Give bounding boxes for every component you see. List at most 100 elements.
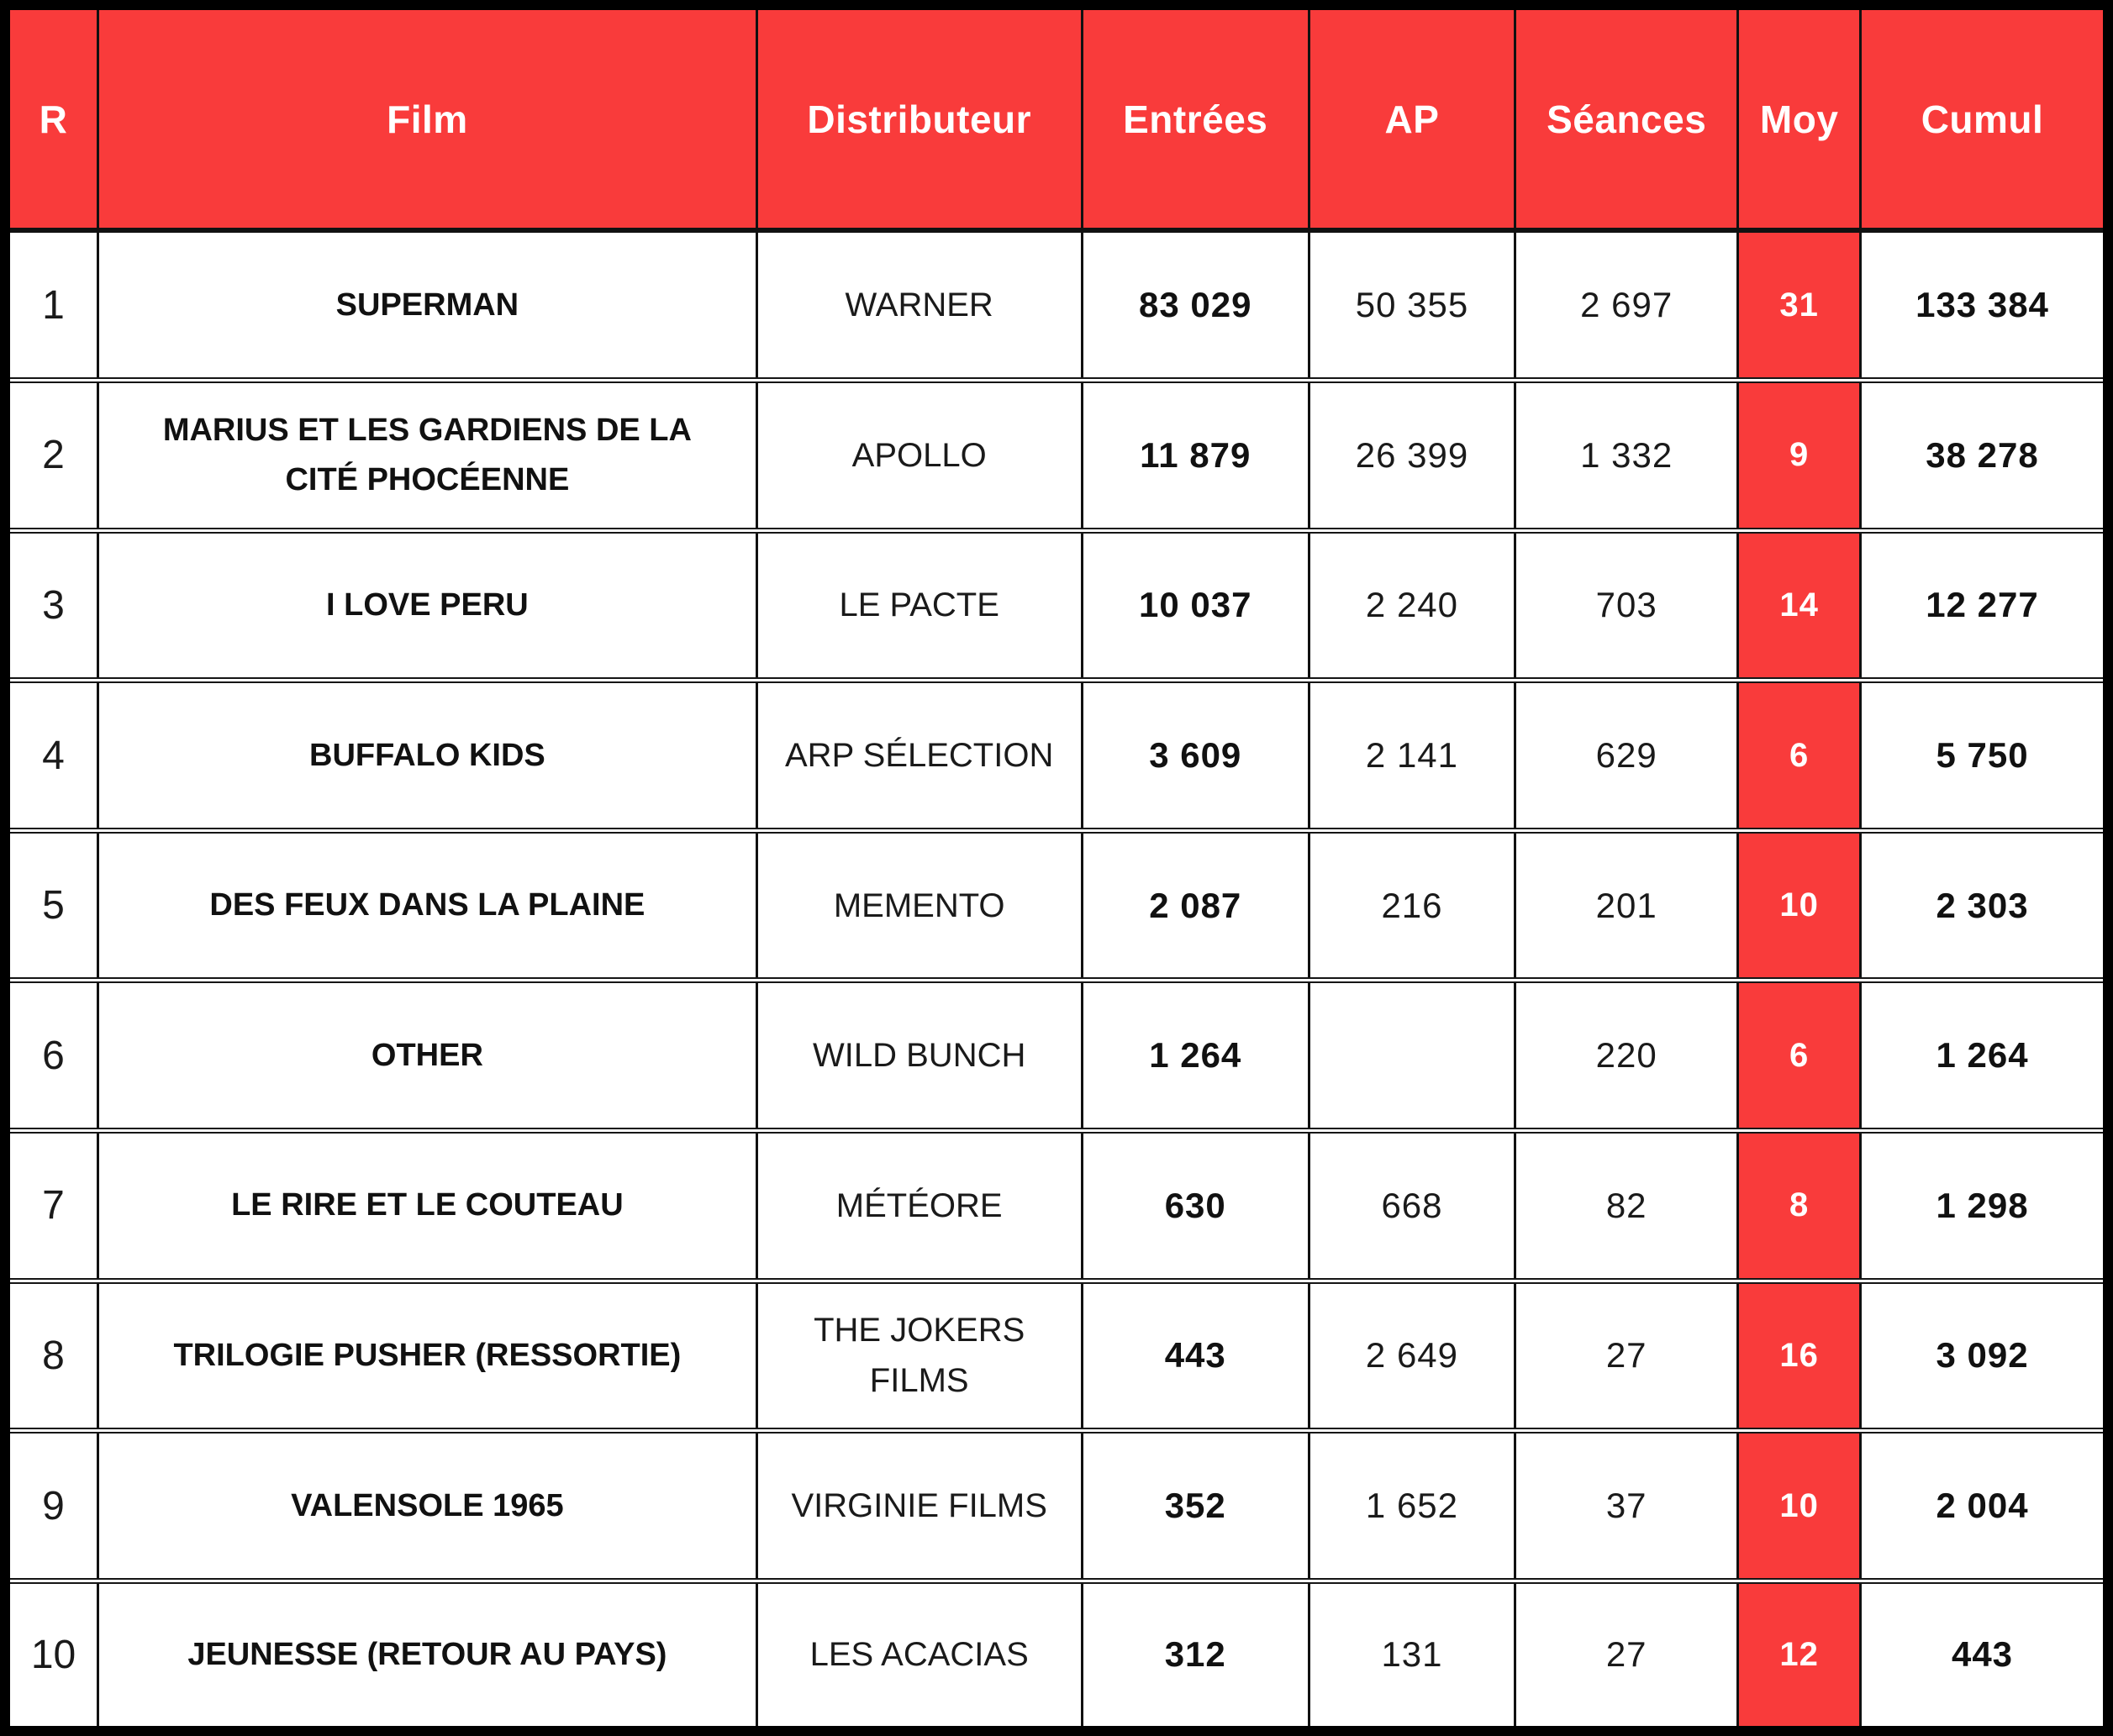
header-rank: R [5,5,98,230]
cell-distributor: MEMENTO [755,830,1083,981]
cell-rank: 9 [42,1483,65,1528]
cell-entrees: 83 029 [1080,230,1309,381]
cell-ap: 26 399 [1307,380,1515,531]
cell-rank: 7 [42,1183,65,1228]
header-cumul: Cumul [1859,5,2108,230]
cell-seances: 201 [1514,830,1738,981]
cell-rank: 5 [42,883,65,928]
header-ap: AP [1307,5,1515,230]
table-body: 1 SUPERMAN WARNER 83 029 50 355 2 697 31… [5,230,2108,1731]
cell-ap: 131 [1307,1581,1515,1731]
cell-moy: 6 [1736,680,1861,831]
cell-seances: 220 [1514,980,1738,1131]
cell-entrees: 630 [1080,1130,1309,1281]
cell-rank: 6 [42,1033,65,1078]
cell-distributor: THE JOKERS FILMS [755,1281,1083,1431]
table-row: 9 VALENSOLE 1965 VIRGINIE FILMS 352 1 65… [5,1430,2108,1581]
cell-moy: 10 [1736,1430,1861,1581]
cell-seances: 37 [1514,1430,1738,1581]
cell-cumul: 1 298 [1859,1130,2108,1281]
cell-cumul: 38 278 [1859,380,2108,531]
cell-entrees: 352 [1080,1430,1309,1581]
cell-moy: 12 [1736,1581,1861,1731]
header-distributor: Distributeur [755,5,1083,230]
cell-entrees: 312 [1080,1581,1309,1731]
cell-seances: 27 [1514,1581,1738,1731]
cell-seances: 1 332 [1514,380,1738,531]
cell-film: MARIUS ET LES GARDIENS DE LA CITÉ PHOCÉE… [97,380,757,531]
cell-rank: 1 [42,282,65,328]
cell-distributor: ARP SÉLECTION [755,680,1083,831]
table-row: 10 JEUNESSE (RETOUR AU PAYS) LES ACACIAS… [5,1581,2108,1731]
cell-rank: 10 [30,1632,76,1677]
cell-film: OTHER [97,980,757,1131]
cell-ap: 668 [1307,1130,1515,1281]
table-row: 3 I LOVE PERU LE PACTE 10 037 2 240 703 … [5,530,2108,681]
cell-film: TRILOGIE PUSHER (RESSORTIE) [97,1281,757,1431]
cell-film: LE RIRE ET LE COUTEAU [97,1130,757,1281]
cell-moy: 16 [1736,1281,1861,1431]
cell-ap: 2 649 [1307,1281,1515,1431]
header-seances: Séances [1514,5,1738,230]
table-row: 6 OTHER WILD BUNCH 1 264 220 6 1 264 [5,980,2108,1131]
cell-distributor: MÉTÉORE [755,1130,1083,1281]
cell-entrees: 3 609 [1080,680,1309,831]
cell-rank: 2 [42,433,65,478]
header-entrees: Entrées [1080,5,1309,230]
cell-moy: 31 [1736,230,1861,381]
cell-rank: 4 [42,733,65,778]
cell-rank: 8 [42,1333,65,1378]
cell-ap: 216 [1307,830,1515,981]
cell-entrees: 2 087 [1080,830,1309,981]
cell-distributor: VIRGINIE FILMS [755,1430,1083,1581]
cell-entrees: 10 037 [1080,530,1309,681]
cell-cumul: 133 384 [1859,230,2108,381]
cell-seances: 629 [1514,680,1738,831]
cell-film: I LOVE PERU [97,530,757,681]
cell-film: JEUNESSE (RETOUR AU PAYS) [97,1581,757,1731]
cell-cumul: 5 750 [1859,680,2108,831]
cell-film: DES FEUX DANS LA PLAINE [97,830,757,981]
cell-seances: 27 [1514,1281,1738,1431]
cell-moy: 14 [1736,530,1861,681]
header-row: R Film Distributeur Entrées AP Séances M… [5,5,2108,230]
cell-seances: 2 697 [1514,230,1738,381]
table-row: 8 TRILOGIE PUSHER (RESSORTIE) THE JOKERS… [5,1281,2108,1431]
header-film: Film [97,5,757,230]
cell-moy: 9 [1736,380,1861,531]
cell-entrees: 443 [1080,1281,1309,1431]
table-row: 5 DES FEUX DANS LA PLAINE MEMENTO 2 087 … [5,830,2108,981]
cell-entrees: 11 879 [1080,380,1309,531]
table-row: 7 LE RIRE ET LE COUTEAU MÉTÉORE 630 668 … [5,1130,2108,1281]
cell-distributor: WARNER [755,230,1083,381]
cell-cumul: 2 004 [1859,1430,2108,1581]
cell-film: SUPERMAN [97,230,757,381]
cell-distributor: LES ACACIAS [755,1581,1083,1731]
table-header: R Film Distributeur Entrées AP Séances M… [5,5,2108,230]
cell-cumul: 2 303 [1859,830,2108,981]
cell-ap: 2 240 [1307,530,1515,681]
cell-moy: 8 [1736,1130,1861,1281]
cell-seances: 703 [1514,530,1738,681]
header-moy: Moy [1736,5,1861,230]
table-row: 2 MARIUS ET LES GARDIENS DE LA CITÉ PHOC… [5,380,2108,531]
table-row: 4 BUFFALO KIDS ARP SÉLECTION 3 609 2 141… [5,680,2108,831]
cell-rank: 3 [42,582,65,628]
cell-film: VALENSOLE 1965 [97,1430,757,1581]
cell-cumul: 3 092 [1859,1281,2108,1431]
cell-cumul: 12 277 [1859,530,2108,681]
cell-ap: 1 652 [1307,1430,1515,1581]
cell-entrees: 1 264 [1080,980,1309,1131]
cell-ap: 50 355 [1307,230,1515,381]
cell-seances: 82 [1514,1130,1738,1281]
cell-distributor: APOLLO [755,380,1083,531]
table-row: 1 SUPERMAN WARNER 83 029 50 355 2 697 31… [5,230,2108,381]
cell-distributor: WILD BUNCH [755,980,1083,1131]
cell-moy: 10 [1736,830,1861,981]
cell-cumul: 443 [1859,1581,2108,1731]
cell-ap [1307,980,1515,1131]
cell-ap: 2 141 [1307,680,1515,831]
cell-distributor: LE PACTE [755,530,1083,681]
cell-film: BUFFALO KIDS [97,680,757,831]
